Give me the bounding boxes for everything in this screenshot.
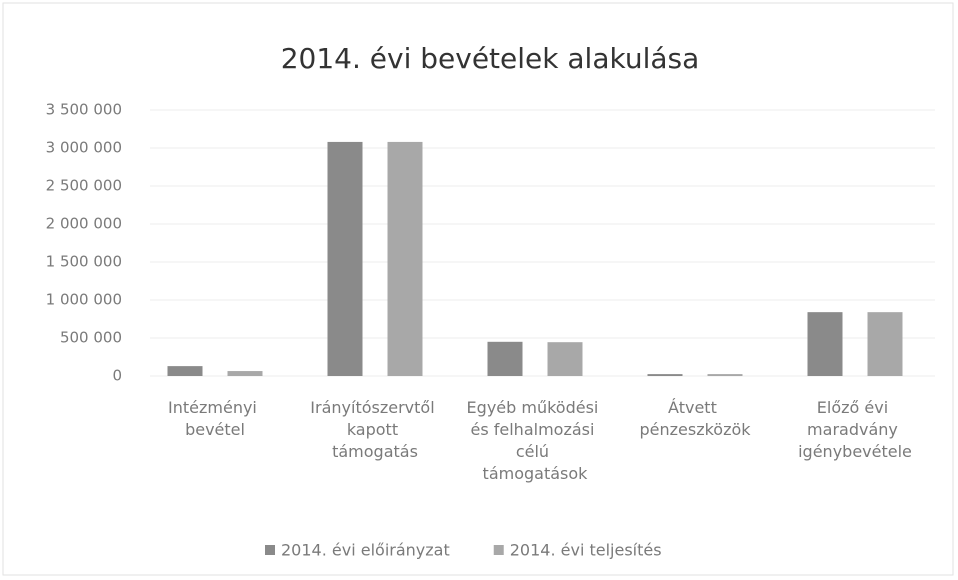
legend-swatch bbox=[265, 545, 275, 555]
bar bbox=[807, 312, 843, 376]
y-tick-label: 500 000 bbox=[60, 329, 122, 347]
bar bbox=[387, 141, 423, 376]
bar bbox=[167, 366, 203, 376]
x-tick-label: Irányítószervtől kapott támogatás bbox=[310, 398, 439, 461]
y-tick-label: 3 500 000 bbox=[46, 101, 122, 119]
y-tick-label: 1 000 000 bbox=[46, 291, 122, 309]
x-tick-label: Átvett pénzeszközök bbox=[639, 398, 751, 439]
bar bbox=[487, 341, 523, 376]
legend-swatch bbox=[493, 545, 504, 555]
y-tick-label: 2 500 000 bbox=[46, 177, 122, 195]
y-tick-label: 2 000 000 bbox=[46, 215, 122, 233]
bar bbox=[707, 374, 743, 376]
bar bbox=[227, 371, 263, 376]
y-tick-label: 1 500 000 bbox=[46, 253, 122, 271]
x-tick-label: Intézményi bevétel bbox=[168, 398, 262, 439]
bar bbox=[647, 374, 683, 376]
x-tick-label: Egyéb működési és felhalmozási célú támo… bbox=[467, 398, 604, 483]
legend-label: 2014. évi előirányzat bbox=[281, 541, 450, 560]
bar bbox=[327, 141, 363, 376]
bar bbox=[867, 312, 903, 376]
y-tick-label: 0 bbox=[112, 367, 122, 385]
bar bbox=[547, 342, 583, 376]
x-tick-label: Előző évi maradvány igénybevétele bbox=[798, 398, 912, 461]
legend-label: 2014. évi teljesítés bbox=[510, 541, 662, 560]
chart-title: 2014. évi bevételek alakulása bbox=[281, 42, 700, 75]
y-tick-label: 3 000 000 bbox=[46, 139, 122, 157]
